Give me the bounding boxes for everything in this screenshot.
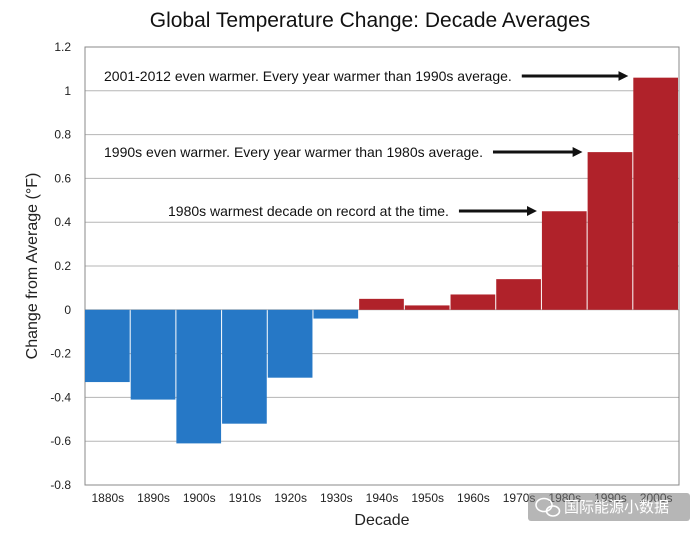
bar-1910s xyxy=(222,309,267,424)
y-tick-label: 0.8 xyxy=(54,128,71,142)
x-tick-label: 1880s xyxy=(91,491,124,505)
x-tick-label: 1930s xyxy=(320,491,353,505)
x-tick-label: 1890s xyxy=(137,491,170,505)
y-axis-label: Change from Average (°F) xyxy=(24,173,41,360)
y-tick-label: -0.6 xyxy=(50,434,71,448)
x-tick-label: 1950s xyxy=(411,491,444,505)
y-tick-label: -0.4 xyxy=(50,390,71,404)
y-tick-label: 0.6 xyxy=(54,171,71,185)
bars xyxy=(85,77,678,444)
bar-1930s xyxy=(313,309,359,319)
bar-1970s xyxy=(496,279,541,310)
bar-1950s xyxy=(404,305,450,310)
y-tick-label: 1 xyxy=(64,84,71,98)
watermark: 国际能源小数据 xyxy=(528,493,690,521)
y-tick-labels: 1.2 1 0.8 0.6 0.4 0.2 0 -0.2 -0.4 -0.6 -0.8 xyxy=(50,40,71,492)
wechat-icon xyxy=(535,497,561,517)
bar-1920s xyxy=(267,309,313,378)
chart-title: Global Temperature Change: Decade Averag… xyxy=(150,9,591,32)
x-tick-label: 1920s xyxy=(274,491,307,505)
bar-2000s xyxy=(633,77,678,310)
x-axis-label: Decade xyxy=(354,512,409,529)
y-tick-label: 0.4 xyxy=(54,215,71,229)
x-tick-label: 1940s xyxy=(366,491,399,505)
y-tick-label: 1.2 xyxy=(54,40,71,54)
bar-1880s xyxy=(85,309,130,383)
bar-1890s xyxy=(130,309,176,400)
annotation-text: 2001-2012 even warmer. Every year warmer… xyxy=(104,68,512,84)
y-tick-label: -0.2 xyxy=(50,347,71,361)
annotations: 2001-2012 even warmer. Every year warmer… xyxy=(104,68,629,219)
watermark-text: 国际能源小数据 xyxy=(564,499,669,516)
annotation-text: 1990s even warmer. Every year warmer tha… xyxy=(104,144,483,160)
plot-frame xyxy=(84,46,680,486)
x-tick-label: 1960s xyxy=(457,491,490,505)
x-tick-label: 1970s xyxy=(503,491,536,505)
x-tick-label: 1910s xyxy=(229,491,262,505)
y-tick-label: 0 xyxy=(64,303,71,317)
y-tick-label: -0.8 xyxy=(50,478,71,492)
bar-1940s xyxy=(359,298,404,310)
bar-1980s xyxy=(541,211,587,310)
bar-1990s xyxy=(587,152,633,310)
bar-1960s xyxy=(450,294,496,310)
watermark-backdrop xyxy=(528,493,690,521)
x-tick-label: 1900s xyxy=(183,491,216,505)
bar-1900s xyxy=(176,309,222,444)
annotation-text: 1980s warmest decade on record at the ti… xyxy=(168,203,449,219)
y-tick-label: 0.2 xyxy=(54,259,71,273)
